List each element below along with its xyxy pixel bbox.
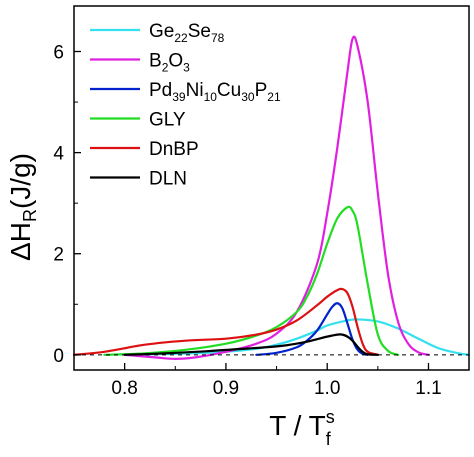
legend-label-5: DLN [149, 169, 187, 190]
y-axis-title-main: ΔH [5, 222, 36, 261]
x-tick-label: 1.0 [314, 378, 340, 399]
y-axis: 0 2 4 6 [53, 43, 81, 367]
x-axis-title: T / Ts f [269, 407, 335, 449]
x-axis-title-sup: s [326, 407, 335, 427]
y-tick-label: 0 [53, 346, 64, 367]
y-tick-label: 6 [53, 43, 64, 64]
legend-label-4: DnBP [149, 139, 199, 160]
series-line-3 [103, 205, 400, 356]
series-line-4 [72, 287, 379, 356]
legend-label-3: GLY [149, 110, 186, 131]
y-axis-title-sub: R [20, 209, 40, 222]
y-tick-label: 4 [53, 144, 64, 165]
legend: Ge22Se78 B2O3 Pd39Ni10Cu30P21 GLY DnBP DLN [90, 21, 281, 190]
legend-label-1: B2O3 [149, 51, 190, 75]
series-line-2 [255, 302, 369, 356]
series-curves [72, 35, 471, 360]
y-axis-title: ΔHR(J/g) [5, 153, 40, 261]
series-line-1 [123, 35, 430, 360]
y-tick-label: 2 [53, 245, 64, 266]
x-tick-label: 1.1 [415, 378, 441, 399]
series-line-0 [123, 318, 471, 356]
legend-label-0: Ge22Se78 [149, 21, 225, 45]
y-axis-title-rest: (J/g) [5, 153, 36, 209]
legend-label-2: Pd39Ni10Cu30P21 [149, 80, 281, 104]
x-axis: 0.8 0.9 1.0 1.1 [73, 363, 442, 399]
x-tick-label: 0.9 [213, 378, 239, 399]
plot-frame [73, 5, 470, 371]
series-line-5 [123, 333, 379, 356]
x-axis-title-sub: f [326, 429, 332, 449]
x-tick-label: 0.8 [111, 378, 137, 399]
x-axis-title-main: T / T [269, 410, 326, 441]
